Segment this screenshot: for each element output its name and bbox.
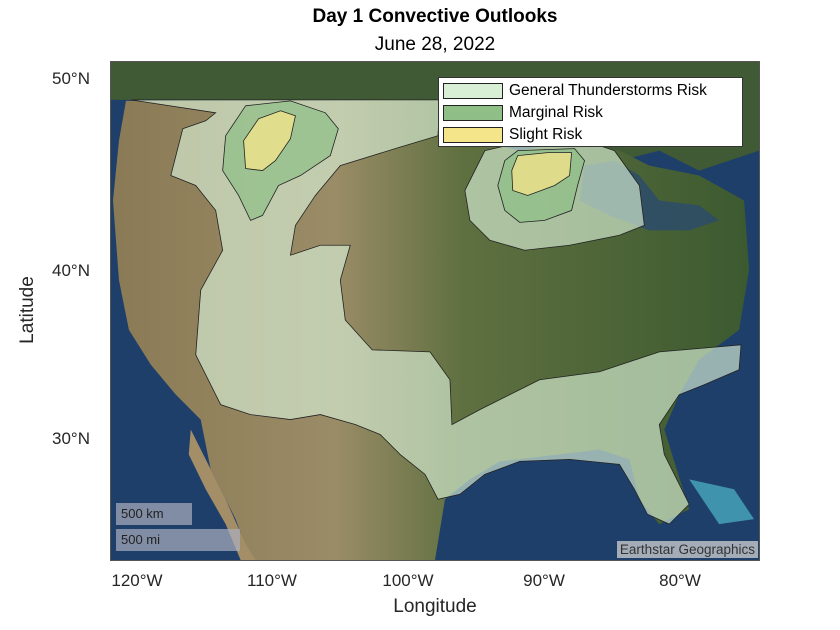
legend-label: General Thunderstorms Risk xyxy=(509,82,707,99)
legend-entry: Marginal Risk xyxy=(443,103,603,123)
x-tick-label: 80°W xyxy=(659,571,701,590)
chart-subtitle: June 28, 2022 xyxy=(374,34,496,55)
x-tick-label: 100°W xyxy=(382,571,434,590)
x-tick-label: 110°W xyxy=(247,571,297,590)
scale-bar-km: 500 km xyxy=(116,503,192,525)
slight-risk-area-west xyxy=(243,110,296,171)
legend-label: Slight Risk xyxy=(509,126,583,143)
general-thunderstorms-area xyxy=(130,99,742,525)
legend-swatch xyxy=(443,127,503,143)
y-tick-label: 30°N xyxy=(52,429,90,448)
legend-label: Marginal Risk xyxy=(509,104,603,121)
legend-entry: General Thunderstorms Risk xyxy=(443,81,707,101)
legend: General Thunderstorms Risk Marginal Risk… xyxy=(438,77,743,147)
slight-risk-area-east xyxy=(511,152,573,196)
x-axis-label: Longitude xyxy=(393,596,477,617)
scale-bar-mi: 500 mi xyxy=(116,529,240,551)
y-tick-label: 40°N xyxy=(52,261,90,280)
x-tick-label: 90°W xyxy=(523,571,565,590)
legend-swatch xyxy=(443,83,503,99)
chart-title: Day 1 Convective Outlooks xyxy=(312,6,558,27)
baja-land xyxy=(188,429,256,560)
legend-entry: Slight Risk xyxy=(443,125,582,145)
y-tick-label: 50°N xyxy=(52,69,90,88)
y-axis-label: Latitude xyxy=(17,276,38,344)
bahamas-shallows xyxy=(689,479,755,525)
legend-swatch xyxy=(443,105,503,121)
x-tick-label: 120°W xyxy=(111,571,163,590)
map-credit: Earthstar Geographics xyxy=(616,541,758,558)
map-plot-area[interactable] xyxy=(110,61,760,561)
